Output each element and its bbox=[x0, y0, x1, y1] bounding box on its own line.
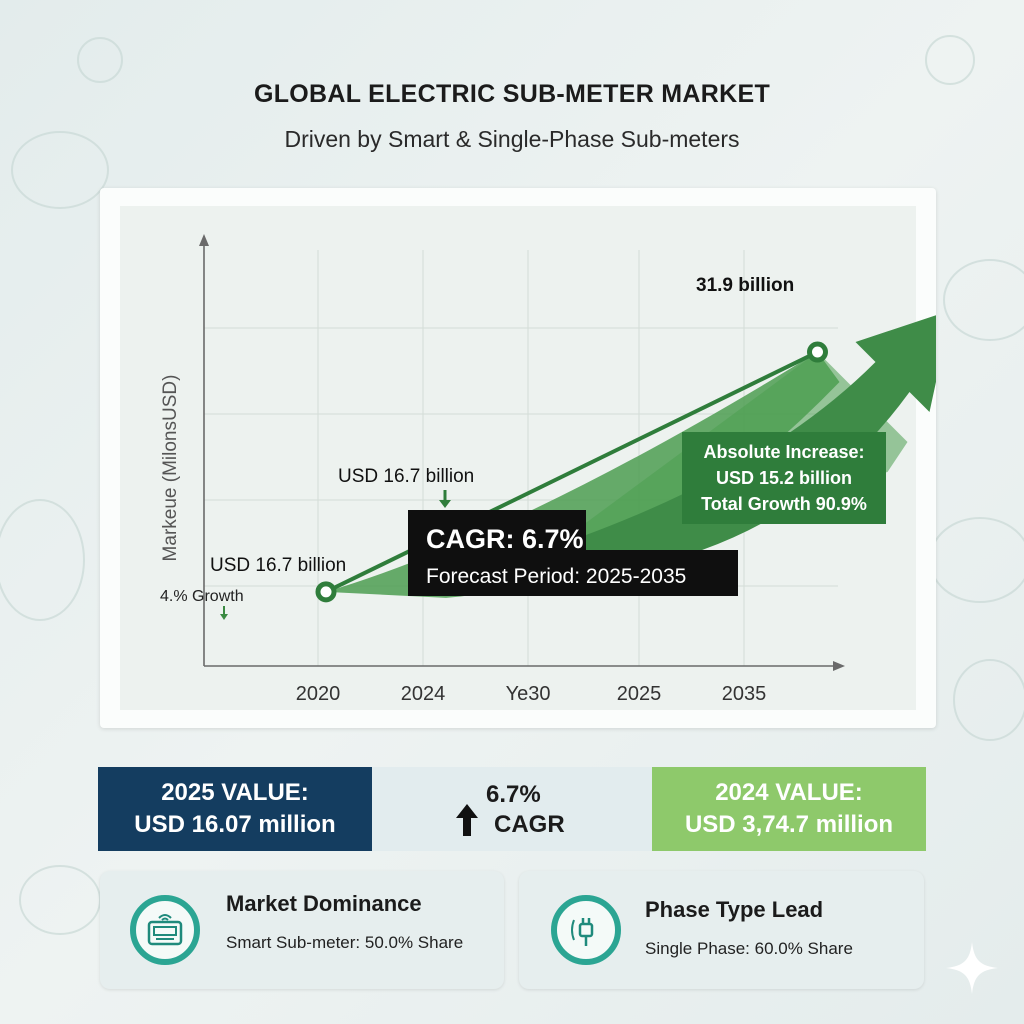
stat-cagr-percent: 6.7% bbox=[486, 781, 541, 808]
cagr-box bbox=[408, 510, 586, 556]
start-growth-pointer-head bbox=[220, 614, 228, 620]
plug-icon bbox=[551, 895, 621, 965]
x-tick-label: Ye30 bbox=[506, 683, 551, 705]
phase-type-title: Phase Type Lead bbox=[645, 897, 824, 922]
absolute-increase-box bbox=[682, 432, 886, 524]
cagr-label: CAGR: 6.7% bbox=[426, 524, 584, 554]
stat-cagr: 6.7% CAGR bbox=[372, 767, 652, 851]
x-tick-labels: 2020 2024 Ye30 2025 2035 bbox=[296, 683, 767, 705]
phase-type-desc: Single Phase: 60.0% Share bbox=[645, 939, 853, 958]
market-dominance-title: Market Dominance bbox=[226, 891, 422, 916]
data-point-end bbox=[807, 341, 828, 363]
mid-value-pointer-head bbox=[439, 500, 451, 508]
increase-line-2: USD 15.2 billion bbox=[716, 468, 852, 488]
x-tick-label: 2020 bbox=[296, 683, 341, 705]
y-axis-label: Markeue (MilonsUSD) bbox=[160, 375, 181, 562]
increase-line-3: Total Growth 90.9% bbox=[701, 494, 867, 514]
arrow-up-icon bbox=[456, 804, 478, 836]
x-tick-label: 2035 bbox=[722, 683, 767, 705]
market-dominance-desc: Smart Sub-meter: 50.0% Share bbox=[226, 933, 464, 952]
series-line bbox=[325, 350, 819, 594]
forecast-box bbox=[408, 550, 738, 596]
market-dominance-card: Market Dominance Smart Sub-meter: 50.0% … bbox=[100, 871, 504, 989]
page-title: GLOBAL ELECTRIC SUB-METER MARKET bbox=[253, 80, 771, 108]
phase-type-card: Phase Type Lead Single Phase: 60.0% Shar… bbox=[519, 871, 924, 989]
end-value-label: 31.9 billion bbox=[696, 275, 794, 296]
sparkle-icon bbox=[946, 942, 998, 994]
x-axis-arrow bbox=[833, 661, 845, 671]
x-tick-label: 2025 bbox=[617, 683, 662, 705]
stat-2024-value-amount: USD 3,74.7 million bbox=[684, 811, 894, 838]
increase-line-1: Absolute Increase: bbox=[703, 442, 864, 462]
stat-2025-value-label: 2025 VALUE: bbox=[161, 779, 309, 806]
forecast-label: Forecast Period: 2025-2035 bbox=[426, 565, 686, 588]
stat-2025-value-amount: USD 16.07 million bbox=[134, 811, 336, 838]
data-point-start bbox=[315, 581, 337, 603]
mid-value-label: USD 16.7 billion bbox=[338, 466, 474, 487]
start-growth-label: 4.% Growth bbox=[160, 588, 244, 605]
start-value-label: USD 16.7 billion bbox=[210, 555, 346, 576]
market-chart: Markeue (MilonsUSD) 2020 2024 Ye30 2025 2035… bbox=[160, 234, 936, 705]
smart-meter-icon bbox=[130, 895, 200, 965]
stat-2025-value: 2025 VALUE: USD 16.07 million bbox=[98, 767, 372, 851]
y-axis-arrow bbox=[199, 234, 209, 246]
stat-cagr-label: CAGR bbox=[494, 811, 565, 838]
stat-2024-value: 2024 VALUE: USD 3,74.7 million bbox=[652, 767, 926, 851]
x-tick-label: 2024 bbox=[401, 683, 446, 705]
page-subtitle: Driven by Smart & Single-Phase Sub-meter… bbox=[284, 126, 740, 152]
stat-2024-value-label: 2024 VALUE: bbox=[715, 779, 863, 806]
